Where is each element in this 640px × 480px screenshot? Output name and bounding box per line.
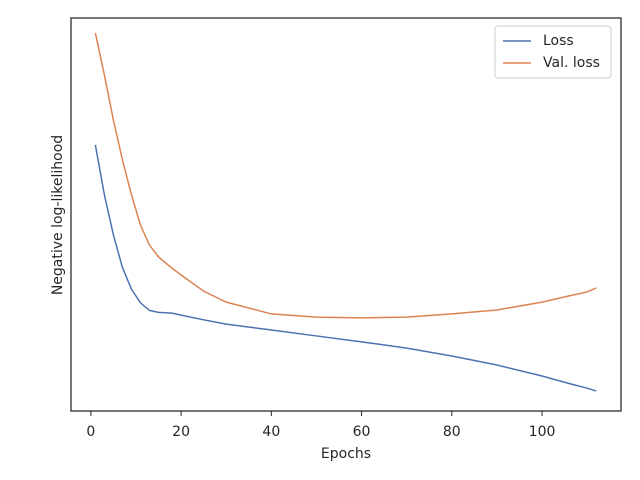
x-axis-label: Epochs (321, 446, 371, 462)
legend-box (494, 25, 612, 79)
legend-label: Loss (543, 33, 574, 49)
y-axis-label: Negative log-likelihood (50, 135, 66, 295)
x-tick-label: 40 (262, 424, 280, 440)
legend-label: Val. loss (543, 55, 600, 71)
x-tick-label: 20 (172, 424, 190, 440)
line (94, 32, 597, 319)
line (94, 144, 597, 392)
x-tick-label: 100 (529, 424, 556, 440)
x-tick-label: 80 (443, 424, 461, 440)
plot-frame (70, 17, 622, 412)
x-tick-label: 0 (86, 424, 95, 440)
x-tick-label: 60 (353, 424, 371, 440)
